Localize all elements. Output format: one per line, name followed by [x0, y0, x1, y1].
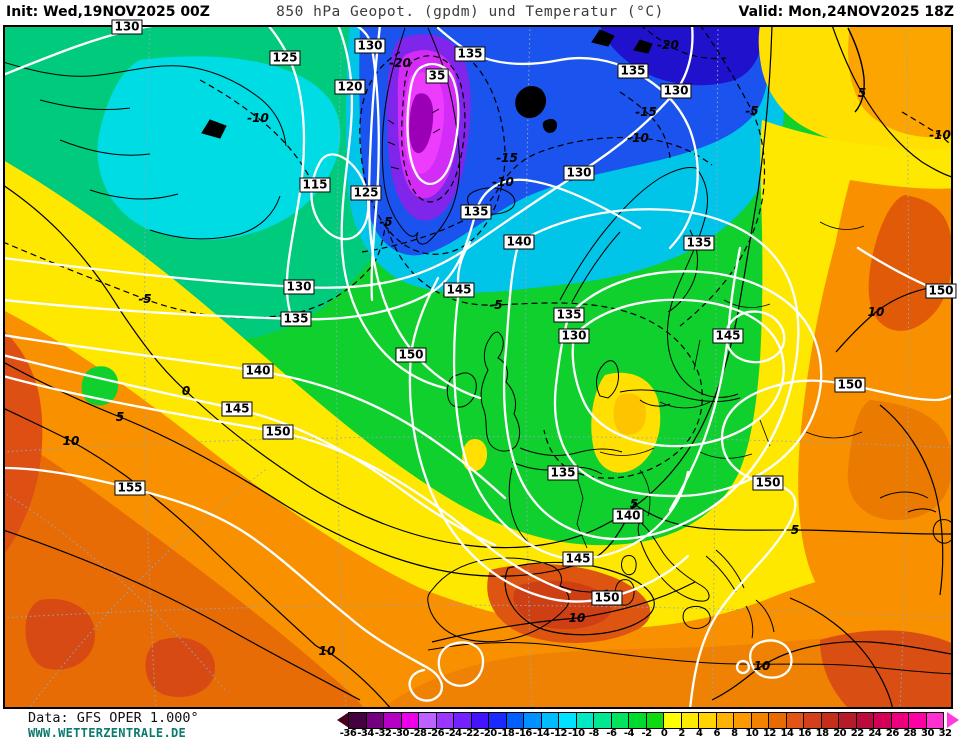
colorbar-cells	[348, 712, 944, 729]
colorbar-cell	[610, 713, 628, 728]
colorbar-cell	[575, 713, 593, 728]
colorbar-cell	[873, 713, 891, 728]
colorbar-tick: -8	[588, 728, 600, 739]
colorbar-tick: 22	[850, 728, 864, 739]
colorbar-cell	[925, 713, 943, 728]
data-source-label: Data: GFS OPER 1.000°	[28, 710, 199, 726]
colorbar-tick: -4	[623, 728, 635, 739]
colorbar-tick: 24	[868, 728, 882, 739]
colorbar-tick: 14	[780, 728, 794, 739]
colorbar-tick: -16	[515, 728, 532, 739]
colorbar-tick: 16	[798, 728, 812, 739]
colorbar-cell	[733, 713, 751, 728]
colorbar-cell	[523, 713, 541, 728]
colorbar-tick: -22	[462, 728, 480, 739]
colorbar-tick: 32	[938, 728, 952, 739]
colorbar-cell	[855, 713, 873, 728]
colorbar-cell	[418, 713, 436, 728]
colorbar-tick: -36	[339, 728, 357, 739]
colorbar-tick: 30	[921, 728, 934, 739]
colorbar-cell	[698, 713, 716, 728]
colorbar-cell	[558, 713, 576, 728]
colorbar-cell	[349, 713, 366, 728]
colorbar-tick: -20	[480, 728, 497, 739]
colorbar-tick: -2	[641, 728, 652, 739]
colorbar-tick: 10	[745, 728, 759, 739]
colorbar-cell	[768, 713, 786, 728]
colorbar-cell	[540, 713, 558, 728]
colorbar-tick: 2	[678, 728, 685, 739]
colorbar-cell	[715, 713, 733, 728]
colorbar-tick: -28	[409, 728, 427, 739]
valid-time-label: Valid: Mon,24NOV2025 18Z	[738, 4, 954, 20]
colorbar-cell	[645, 713, 663, 728]
colorbar-cell	[750, 713, 768, 728]
colorbar-tick: 28	[903, 728, 917, 739]
colorbar-cell	[908, 713, 926, 728]
colorbar-tick: -10	[567, 728, 585, 739]
colorbar-tick: -6	[606, 728, 617, 739]
colorbar-tick: -14	[532, 728, 550, 739]
colorbar-cell	[838, 713, 856, 728]
website-label: WWW.WETTERZENTRALE.DE	[28, 726, 187, 740]
colorbar-tick: -32	[374, 728, 392, 739]
colorbar-tick: -34	[357, 728, 374, 739]
map-title: 850 hPa Geopot. (gpdm) und Temperatur (°…	[276, 4, 664, 20]
colorbar-tick: 18	[815, 728, 829, 739]
colorbar-cell	[628, 713, 646, 728]
colorbar-cell	[435, 713, 453, 728]
colorbar-tick: 0	[660, 728, 668, 739]
colorbar-tick: -12	[550, 728, 568, 739]
colorbar-right-arrow	[947, 712, 959, 728]
colorbar-cell	[453, 713, 471, 728]
colorbar-cell	[488, 713, 506, 728]
colorbar-tick: 20	[833, 728, 847, 739]
colorbar-cell	[505, 713, 523, 728]
colorbar-cell	[383, 713, 401, 728]
colorbar-cell	[365, 713, 383, 728]
colorbar-tick: -18	[497, 728, 515, 739]
init-time-label: Init: Wed,19NOV2025 00Z	[6, 4, 210, 20]
colorbar-cell	[400, 713, 418, 728]
colorbar-cell	[680, 713, 698, 728]
colorbar-tick: -26	[427, 728, 445, 739]
colorbar-left-arrow	[337, 712, 349, 728]
map-canvas	[3, 25, 953, 709]
colorbar-tick: 6	[713, 728, 721, 739]
colorbar-tick: 12	[762, 728, 776, 739]
colorbar-cell	[785, 713, 803, 728]
colorbar-cell	[593, 713, 611, 728]
colorbar-cell	[470, 713, 488, 728]
colorbar-cell	[820, 713, 838, 728]
coastline-layer	[5, 27, 951, 675]
colorbar-tick: 8	[731, 728, 738, 739]
colorbar-tick: -30	[392, 728, 409, 739]
weather-map-svg	[5, 27, 951, 707]
colorbar-tick: 26	[885, 728, 899, 739]
colorbar-tick: 4	[695, 728, 703, 739]
graticule-layer	[5, 27, 951, 707]
colorbar-cell	[803, 713, 821, 728]
colorbar-tick: -24	[445, 728, 462, 739]
colorbar-cell	[663, 713, 681, 728]
colorbar-cell	[890, 713, 908, 728]
